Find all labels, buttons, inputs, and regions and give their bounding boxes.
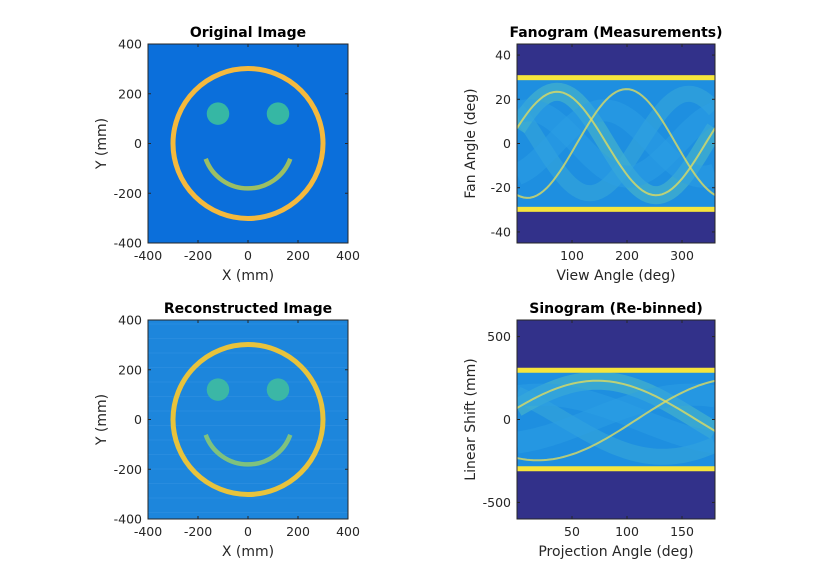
y-tick-label: -20 — [491, 180, 511, 195]
panel-4: Sinogram (Re-binned) Projection Angle (de… — [463, 301, 716, 560]
y-tick-label: 0 — [503, 412, 511, 427]
y-tick-label: 0 — [134, 136, 142, 151]
panel-title: Original Image — [190, 25, 306, 41]
bright-band — [517, 75, 715, 81]
image-background — [148, 320, 348, 519]
x-tick-label: 400 — [336, 248, 360, 263]
x-tick-label: -200 — [184, 524, 212, 539]
smile-arc — [203, 434, 293, 467]
projection-trace — [517, 90, 715, 197]
projection-trace — [517, 383, 715, 454]
y-tick-label: -40 — [491, 224, 511, 239]
x-tick-label: -200 — [184, 248, 212, 263]
image-background — [148, 44, 348, 243]
bright-band — [517, 466, 715, 472]
x-tick-label: 400 — [336, 524, 360, 539]
y-tick-label: 200 — [118, 362, 142, 377]
y-tick-label: -400 — [114, 236, 142, 251]
x-tick-label: 0 — [244, 524, 252, 539]
projection-trace — [517, 379, 715, 432]
projection-trace — [517, 387, 715, 465]
face-ring — [170, 66, 326, 221]
eye-mark — [266, 378, 290, 401]
y-tick-label: 0 — [503, 136, 511, 151]
x-tick-label: -400 — [134, 524, 162, 539]
plot-area — [517, 44, 715, 243]
y-tick-label: 400 — [118, 37, 142, 52]
x-tick-label: 200 — [615, 248, 639, 263]
projection-trace — [517, 88, 715, 199]
y-axis-label: Linear Shift (mm) — [463, 358, 479, 480]
x-tick-label: 0 — [244, 248, 252, 263]
y-tick-label: -200 — [114, 186, 142, 201]
y-tick-label: 20 — [495, 92, 511, 107]
y-tick-label: 500 — [487, 329, 511, 344]
y-tick-label: -200 — [114, 462, 142, 477]
y-axis-label: Fan Angle (deg) — [463, 88, 479, 198]
x-axis-label: View Angle (deg) — [556, 268, 675, 284]
y-tick-label: -500 — [483, 495, 511, 510]
eye-mark — [206, 102, 230, 125]
x-tick-label: 100 — [615, 524, 639, 539]
bright-band — [517, 206, 715, 212]
projection-trace — [517, 99, 715, 188]
eye-mark — [206, 378, 230, 401]
projection-trace — [517, 99, 715, 188]
plot-area — [148, 320, 348, 519]
x-tick-label: 200 — [286, 248, 310, 263]
y-tick-label: -400 — [114, 512, 142, 527]
y-tick-label: 400 — [118, 313, 142, 328]
x-tick-label: 50 — [564, 524, 580, 539]
x-tick-label: 100 — [560, 248, 584, 263]
face-ring — [170, 342, 326, 497]
x-tick-label: -400 — [134, 248, 162, 263]
bright-band — [517, 367, 715, 373]
plot-area — [148, 44, 348, 243]
y-tick-label: 200 — [118, 86, 142, 101]
panel-title: Fanogram (Measurements) — [509, 25, 722, 41]
eye-mark — [266, 102, 290, 125]
smile-arc — [203, 158, 293, 191]
x-tick-label: 200 — [286, 524, 310, 539]
panel-title: Sinogram (Re-binned) — [529, 301, 702, 317]
y-tick-label: 0 — [134, 412, 142, 427]
x-tick-label: 300 — [670, 248, 694, 263]
x-axis-label: Projection Angle (deg) — [538, 544, 693, 560]
panel-title: Reconstructed Image — [164, 301, 332, 317]
panel-2: Fanogram (Measurements) View Angle (deg) F… — [463, 25, 723, 284]
plot-area — [517, 320, 715, 519]
projection-trace — [517, 379, 715, 462]
panel-3: Reconstructed Image X (mm) Y (mm) -400 -200 0… — [94, 301, 360, 560]
x-tick-label: 150 — [670, 524, 694, 539]
panel-1: Original Image X (mm) Y (mm) -400 -200 0 200 40… — [94, 25, 360, 284]
y-axis-label: Y (mm) — [94, 118, 110, 170]
y-axis-label: Y (mm) — [94, 394, 110, 446]
x-axis-label: X (mm) — [222, 268, 274, 284]
x-axis-label: X (mm) — [222, 544, 274, 560]
y-tick-label: 40 — [495, 48, 511, 63]
